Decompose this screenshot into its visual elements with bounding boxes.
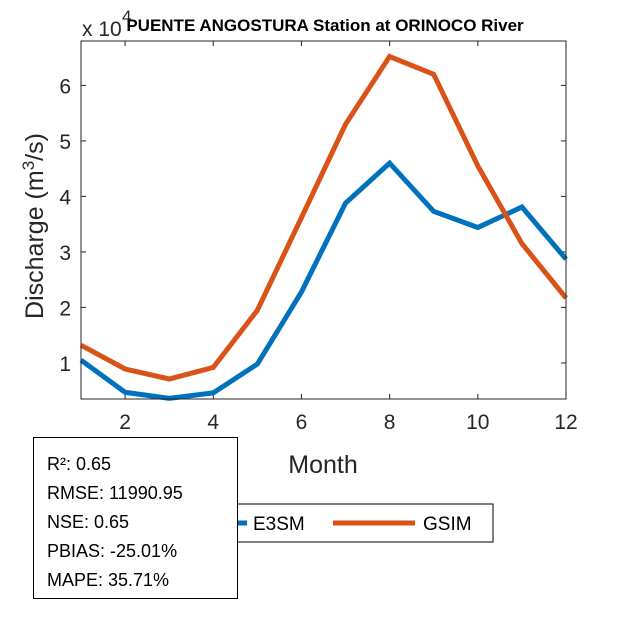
stat-r2: R²: 0.65 [47,454,112,474]
x-axis-label: Month [288,451,357,479]
stat-rmse: RMSE: 11990.95 [47,483,183,503]
series-lines [79,53,568,401]
y-tick-label: 1 [59,353,71,376]
y-axis-label-end: /s) [21,133,49,161]
stat-pbias: PBIAS: -25.01% [47,541,178,561]
stat-mape: MAPE: 35.71% [47,570,170,590]
y-tick-label: 6 [59,75,71,98]
y-axis-label-sup: 3 [19,161,38,170]
y-exponent-base: x 10 [82,18,122,41]
legend: E3SM GSIM [235,503,494,543]
x-tick-label: 4 [207,411,219,434]
y-axis-label: Discharge (m3/s) [19,133,50,319]
x-tick-label: 2 [119,411,131,434]
y-tick-label: 5 [59,131,71,154]
y-axis-label-main: Discharge (m [21,170,49,319]
y-exponent-power: 4 [122,7,131,26]
x-tick-label: 8 [384,411,396,434]
y-tick-label: 3 [59,242,71,265]
legend-label-gsim: GSIM [423,514,472,535]
x-tick-label: 12 [554,411,577,434]
metrics-box: R²: 0.65 RMSE: 11990.95 NSE: 0.65 PBIAS:… [33,437,238,599]
y-tick-label: 4 [59,186,71,209]
y-tick-label: 2 [59,297,71,320]
stat-nse: NSE: 0.65 [47,512,130,532]
series-line-gsim [79,53,568,382]
x-tick-label: 10 [466,411,489,434]
legend-label-e3sm: E3SM [253,514,305,535]
chart-title: PUENTE ANGOSTURA Station at ORINOCO Rive… [126,16,524,35]
series-line-e3sm [79,159,568,401]
plot-area-frame [80,40,567,400]
x-tick-label: 6 [296,411,308,434]
